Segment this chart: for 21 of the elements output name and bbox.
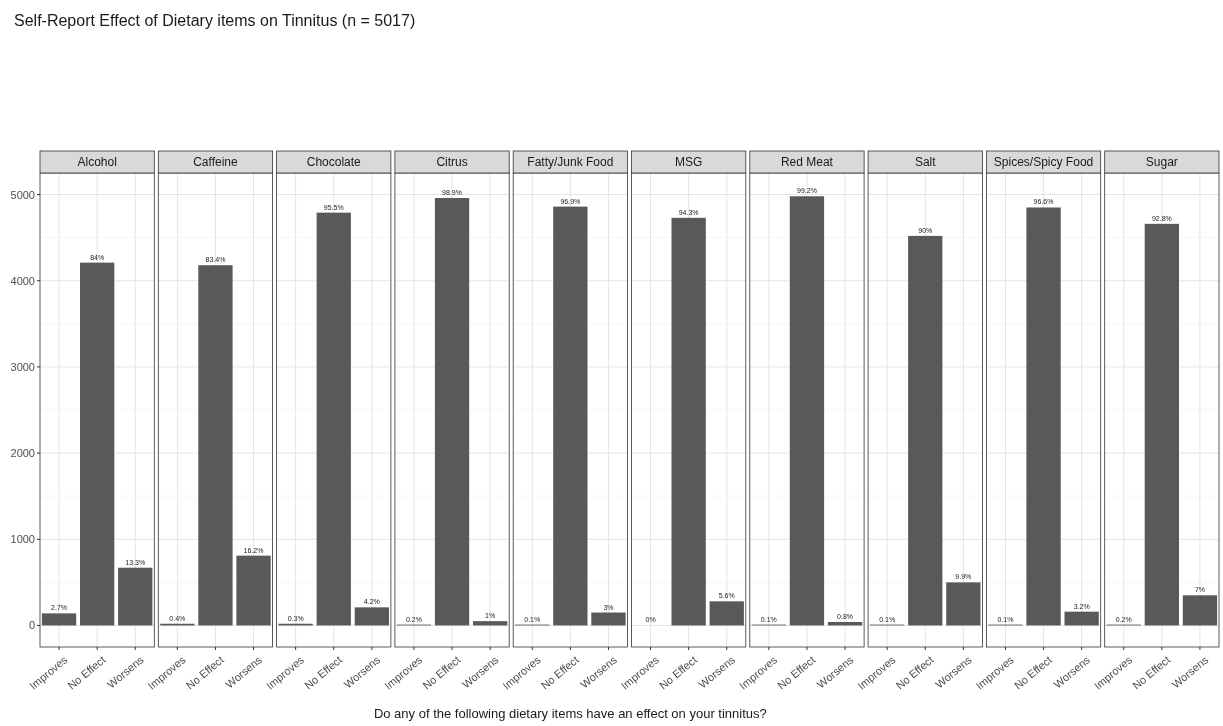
y-tick-label: 4000 — [10, 274, 35, 287]
bar — [80, 262, 115, 626]
chart-subtitle: Salt — [914, 155, 937, 169]
y-tick-label: 3000 — [10, 360, 35, 373]
y-tick-label: 0 — [28, 619, 35, 632]
chart-subtitle: Citrus — [436, 155, 468, 169]
bar — [118, 567, 153, 626]
chart-subtitle: Chocolate — [306, 155, 362, 169]
chart-subtitle: Red Meat — [780, 155, 834, 169]
chart-subtitle: Sugar — [1145, 155, 1178, 169]
y-tick-label: 5000 — [10, 188, 35, 201]
bar — [41, 613, 77, 626]
x-axis-title: Do any of the following dietary items have an effect on your tinnitus? — [373, 706, 767, 721]
chart-subtitle: Alcohol — [77, 155, 117, 169]
text: Self-Report Effect of Dietary items on Tinnitus (n = 5017) — [14, 12, 416, 29]
y-tick-label: 1000 — [10, 533, 35, 546]
chart-subtitle: Spices/Spicy Food — [993, 155, 1094, 169]
chart-subtitle: Caffeine — [193, 155, 239, 169]
chart-subtitle: MSG — [674, 155, 703, 169]
chart-subtitle: Fatty/Junk Food — [527, 155, 614, 169]
y-tick-label: 2000 — [10, 447, 35, 460]
